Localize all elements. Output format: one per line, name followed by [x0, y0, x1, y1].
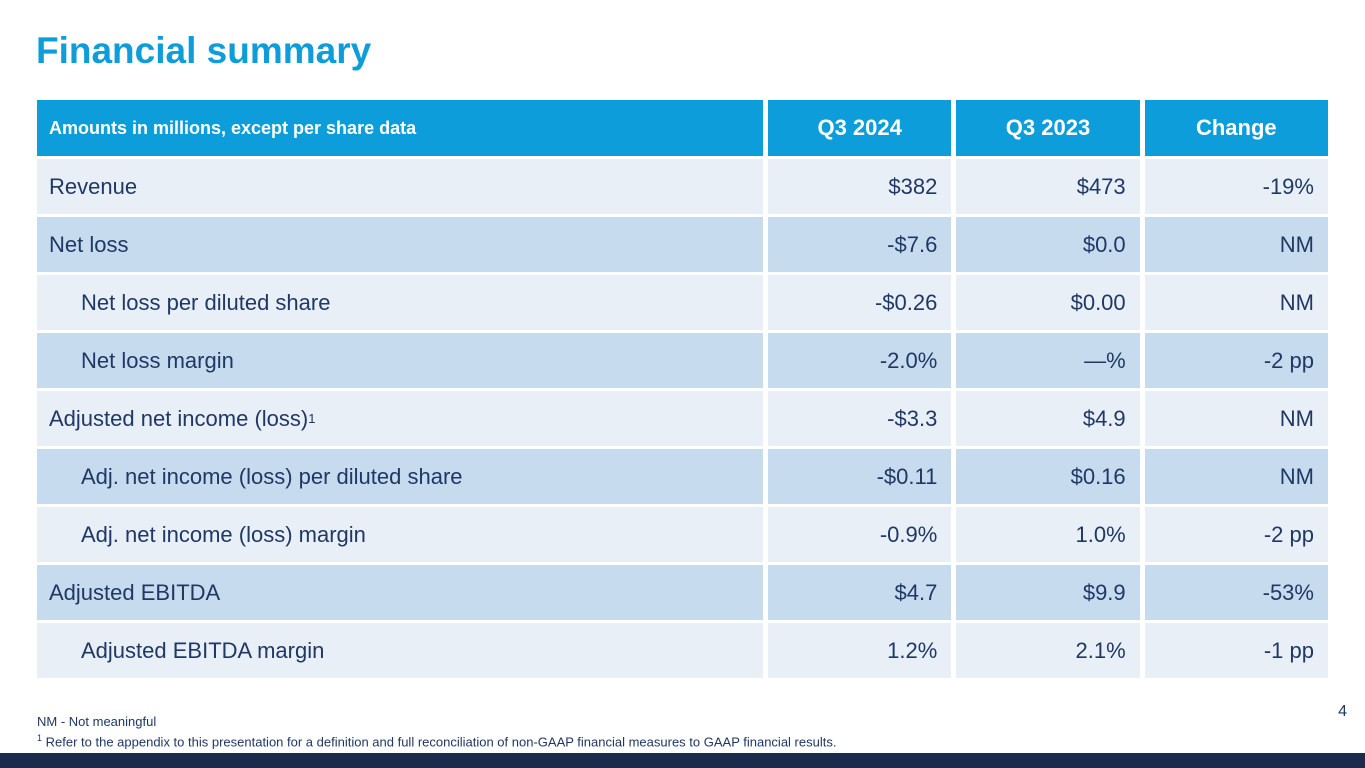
row-label: Net loss margin: [37, 333, 763, 388]
table-header-row: Amounts in millions, except per share da…: [37, 100, 1328, 156]
table-header-q3-2024: Q3 2024: [768, 100, 952, 156]
row-label: Revenue: [37, 159, 763, 214]
row-label: Net loss: [37, 217, 763, 272]
row-label: Adjusted EBITDA margin: [37, 623, 763, 678]
row-label: Adjusted net income (loss) 1: [37, 391, 763, 446]
cell-q3-2024: -$0.26: [768, 275, 952, 330]
cell-change: -2 pp: [1144, 507, 1328, 562]
non-gaap-footnote: 1 Refer to the appendix to this presenta…: [37, 730, 836, 750]
table-header-change: Change: [1144, 100, 1328, 156]
cell-q3-2024: -2.0%: [768, 333, 952, 388]
table-row-adj-net-income-per-diluted-share: Adj. net income (loss) per diluted share…: [37, 449, 1328, 504]
cell-q3-2023: 1.0%: [956, 507, 1140, 562]
cell-q3-2024: -0.9%: [768, 507, 952, 562]
row-label: Adjusted EBITDA: [37, 565, 763, 620]
cell-change: NM: [1144, 391, 1328, 446]
row-label: Net loss per diluted share: [37, 275, 763, 330]
cell-change: NM: [1144, 449, 1328, 504]
table-row-adjusted-ebitda: Adjusted EBITDA $4.7 $9.9 -53%: [37, 565, 1328, 620]
cell-q3-2023: $0.16: [956, 449, 1140, 504]
cell-q3-2024: -$3.3: [768, 391, 952, 446]
cell-q3-2023: $4.9: [956, 391, 1140, 446]
footnote-marker: 1: [37, 733, 43, 743]
table-row-adjusted-ebitda-margin: Adjusted EBITDA margin 1.2% 2.1% -1 pp: [37, 623, 1328, 678]
cell-change: -1 pp: [1144, 623, 1328, 678]
table-row-net-loss-per-diluted-share: Net loss per diluted share -$0.26 $0.00 …: [37, 275, 1328, 330]
cell-q3-2023: $0.00: [956, 275, 1140, 330]
page-title: Financial summary: [36, 30, 372, 71]
table-row-adjusted-net-income: Adjusted net income (loss) 1 -$3.3 $4.9 N…: [37, 391, 1328, 446]
cell-q3-2024: 1.2%: [768, 623, 952, 678]
cell-q3-2023: —%: [956, 333, 1140, 388]
row-label: Adj. net income (loss) margin: [37, 507, 763, 562]
footnote-text: Refer to the appendix to this presentati…: [45, 734, 837, 750]
cell-q3-2023: $9.9: [956, 565, 1140, 620]
cell-q3-2023: $473: [956, 159, 1140, 214]
cell-q3-2024: $382: [768, 159, 952, 214]
cell-change: -2 pp: [1144, 333, 1328, 388]
cell-q3-2024: -$7.6: [768, 217, 952, 272]
cell-q3-2023: $0.0: [956, 217, 1140, 272]
table-row-net-loss-margin: Net loss margin -2.0% —% -2 pp: [37, 333, 1328, 388]
footnotes: NM - Not meaningful 1 Refer to the appen…: [37, 714, 836, 750]
cell-change: -19%: [1144, 159, 1328, 214]
row-label-text: Adjusted net income (loss): [49, 405, 309, 431]
nm-definition-note: NM - Not meaningful: [37, 714, 157, 729]
cell-change: NM: [1144, 275, 1328, 330]
cell-q3-2024: $4.7: [768, 565, 952, 620]
row-label: Adj. net income (loss) per diluted share: [37, 449, 763, 504]
table-row-adj-net-income-margin: Adj. net income (loss) margin -0.9% 1.0%…: [37, 507, 1328, 562]
table-header-caption: Amounts in millions, except per share da…: [37, 100, 763, 156]
table-row-net-loss: Net loss -$7.6 $0.0 NM: [37, 217, 1328, 272]
financial-summary-table: Amounts in millions, except per share da…: [37, 100, 1328, 678]
footer-accent-bar: [0, 753, 1365, 768]
cell-change: NM: [1144, 217, 1328, 272]
cell-q3-2024: -$0.11: [768, 449, 952, 504]
cell-q3-2023: 2.1%: [956, 623, 1140, 678]
table-header-q3-2023: Q3 2023: [956, 100, 1140, 156]
page-number: 4: [1338, 703, 1347, 720]
table-row-revenue: Revenue $382 $473 -19%: [37, 159, 1328, 214]
cell-change: -53%: [1144, 565, 1328, 620]
